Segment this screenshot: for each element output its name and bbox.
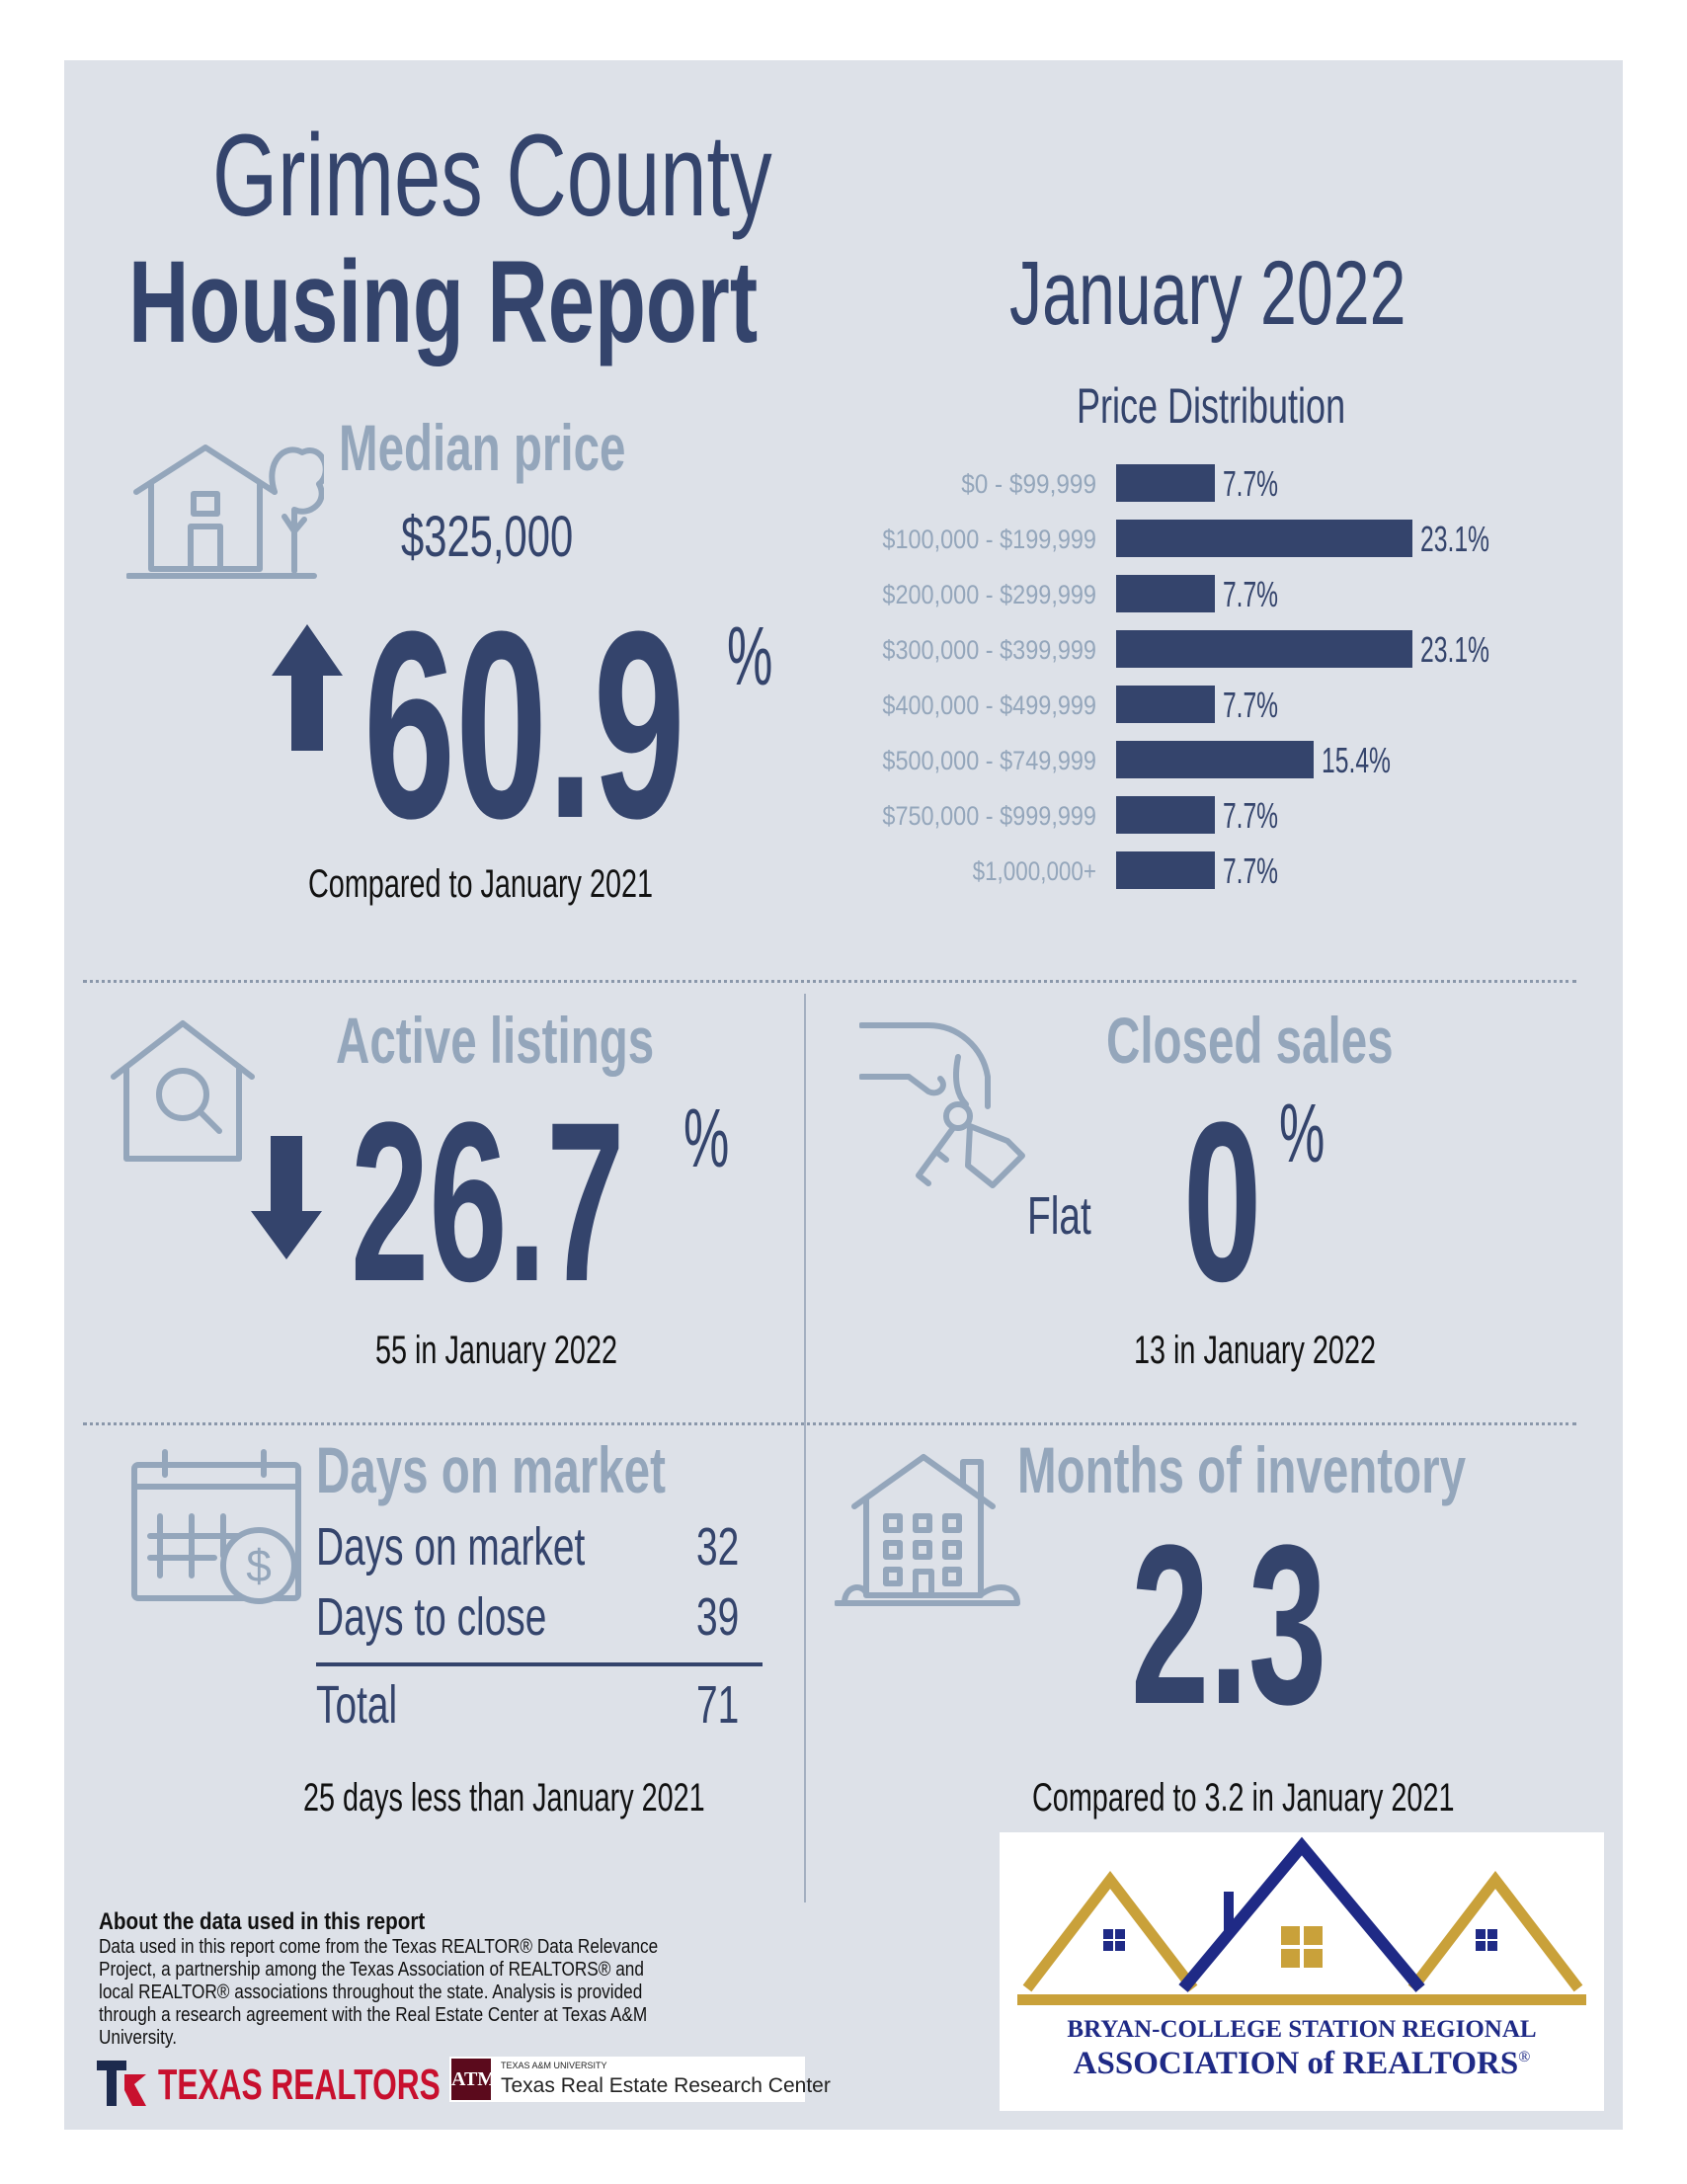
price-bucket-label: $750,000 - $999,999 — [882, 801, 1096, 831]
about-title: About the data used in this report — [99, 1908, 426, 1935]
dom-row-2-value: 39 — [696, 1587, 740, 1647]
months-inventory-caption: Compared to 3.2 in January 2021 — [1032, 1776, 1455, 1820]
price-bucket-label: $200,000 - $299,999 — [882, 580, 1096, 609]
price-bar — [1116, 741, 1314, 778]
price-bucket-label: $500,000 - $749,999 — [882, 746, 1096, 775]
association-line1: BRYAN-COLLEGE STATION REGIONAL — [1067, 2016, 1537, 2043]
price-bar-value-label: 15.4% — [1322, 740, 1391, 780]
price-bucket-label: $400,000 - $499,999 — [882, 690, 1096, 720]
active-listings-heading: Active listings — [336, 1004, 655, 1077]
closed-sales-heading: Closed sales — [1106, 1004, 1394, 1077]
dom-total-label: Total — [316, 1675, 398, 1735]
registered-mark: ® — [1518, 2049, 1531, 2065]
texas-realtors-logo-mark — [97, 2061, 146, 2106]
tamu-mark-icon: ATM — [451, 2059, 496, 2100]
arrow-up-icon — [272, 624, 343, 751]
association-line2: ASSOCIATION of REALTORS® — [1000, 2046, 1604, 2082]
association-roofs-icon — [1017, 1836, 1586, 2005]
price-bar — [1116, 520, 1412, 557]
svg-text:$: $ — [246, 1540, 272, 1591]
tamu-small-text: TEXAS A&M UNIVERSITY — [501, 2061, 607, 2070]
median-price-heading: Median price — [339, 411, 626, 484]
price-bucket-label: $1,000,000+ — [973, 856, 1096, 886]
title-report: Housing Report — [128, 237, 759, 367]
association-line2-text: ASSOCIATION of REALTORS — [1073, 2046, 1519, 2081]
months-inventory-value: 2.3 — [1131, 1497, 1327, 1751]
price-bucket-label: $100,000 - $199,999 — [882, 525, 1096, 554]
price-bar — [1116, 686, 1215, 723]
arrow-down-icon — [251, 1136, 322, 1259]
tamu-logo: ATM TEXAS A&M UNIVERSITY Texas Real Esta… — [449, 2057, 831, 2102]
median-price-caption: Compared to January 2021 — [308, 862, 654, 906]
price-bar — [1116, 851, 1215, 889]
house-tree-icon — [126, 445, 324, 579]
price-bar-value-label: 7.7% — [1223, 795, 1278, 836]
dom-row-1-label: Days on market — [316, 1517, 586, 1577]
title-county: Grimes County — [212, 111, 772, 241]
report-panel — [64, 60, 1623, 2130]
price-bar-value-label: 23.1% — [1420, 629, 1489, 670]
active-listings-change: 26.7 — [351, 1075, 625, 1329]
dom-row-1-value: 32 — [696, 1517, 740, 1577]
association-logo: BRYAN-COLLEGE STATION REGIONAL ASSOCIATI… — [1000, 1832, 1604, 2111]
price-distribution-chart: $0 - $99,999 7.7% $100,000 - $199,999 23.1%… — [882, 463, 1489, 891]
months-inventory-heading: Months of inventory — [1017, 1433, 1467, 1506]
price-bucket-label: $0 - $99,999 — [961, 469, 1096, 499]
texas-realtors-logo-text: TEXAS REALTORS — [158, 2061, 441, 2109]
price-bar-value-label: 7.7% — [1223, 850, 1278, 891]
price-distribution-title: Price Distribution — [1077, 378, 1346, 434]
active-listings-unit: % — [683, 1092, 730, 1184]
median-price-change: 60.9 — [363, 577, 685, 874]
calendar-dollar-icon: $ — [131, 1449, 301, 1604]
about-text: Data used in this report come from the T… — [99, 1936, 659, 2049]
section-divider-1 — [83, 980, 1576, 983]
price-bar — [1116, 464, 1215, 502]
house-search-icon — [111, 1020, 255, 1162]
hand-keys-icon — [859, 1022, 1025, 1188]
price-bar-value-label: 7.7% — [1223, 685, 1278, 725]
dom-total-rule — [316, 1662, 763, 1666]
price-bar — [1116, 796, 1215, 834]
price-bucket-label: $300,000 - $399,999 — [882, 635, 1096, 665]
active-listings-caption: 55 in January 2022 — [375, 1329, 617, 1372]
median-price-value: $325,000 — [401, 505, 574, 569]
tamu-center-text: Texas Real Estate Research Center — [501, 2074, 831, 2097]
apartment-building-icon — [835, 1454, 1020, 1606]
section-divider-2 — [83, 1422, 1576, 1425]
price-bar — [1116, 575, 1215, 612]
dom-total-value: 71 — [696, 1675, 740, 1735]
column-divider — [804, 994, 806, 1902]
report-month: January 2022 — [1009, 243, 1406, 344]
dom-row-2-label: Days to close — [316, 1587, 547, 1647]
price-bar-value-label: 7.7% — [1223, 574, 1278, 614]
closed-sales-caption: 13 in January 2022 — [1134, 1329, 1376, 1372]
closed-sales-change: 0 — [1183, 1075, 1262, 1329]
median-price-unit: % — [727, 609, 773, 702]
price-bar-value-label: 7.7% — [1223, 463, 1278, 504]
days-on-market-heading: Days on market — [316, 1433, 666, 1506]
closed-sales-unit: % — [1279, 1087, 1326, 1179]
price-bar — [1116, 630, 1412, 668]
days-on-market-caption: 25 days less than January 2021 — [303, 1776, 705, 1820]
closed-sales-label: Flat — [1027, 1186, 1091, 1246]
price-bar-value-label: 23.1% — [1420, 519, 1489, 559]
